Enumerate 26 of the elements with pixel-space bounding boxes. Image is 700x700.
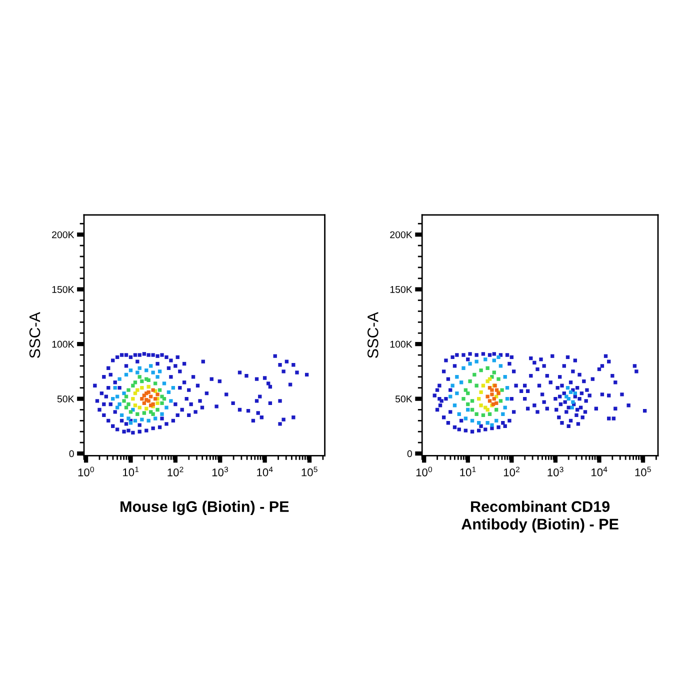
x-tick-label: 10$^{3}$ [548,466,564,476]
y-axis-title: SSC-A [29,312,40,358]
x-axis-title: Recombinant CD19 Antibody (Biotin) - PE [462,500,618,533]
x-tick-label: 10$^{1}$ [460,466,476,476]
x-tick-label: 10$^{0}$ [78,466,94,476]
x-tick-label: 10$^{4}$ [592,466,608,476]
x-axis-title: Mouse IgG (Biotin) - PE [120,500,289,516]
x-tick-label: 10$^{2}$ [168,466,184,476]
x-tick-label: 10$^{4}$ [257,466,273,476]
x-tick-label: 10$^{0}$ [416,466,432,476]
y-tick-label: 100K [390,340,412,348]
x-tick-label: 10$^{1}$ [123,466,139,476]
y-tick-label: 200K [390,231,412,238]
x-tick-label: 10$^{5}$ [635,466,651,476]
x-tick-label: 10$^{2}$ [504,466,520,476]
y-tick-label: 200K [52,231,74,238]
y-tick-label: 150K [390,286,412,293]
x-tick-label: 10$^{5}$ [302,466,318,476]
y-tick-label: 50K [57,396,74,402]
x-tick-label: 10$^{3}$ [212,466,228,476]
y-axis-title: SSC-A [368,312,378,358]
y-tick-label: 0 [407,450,412,458]
y-tick-label: 50K [395,396,412,402]
y-tick-label: 150K [52,286,74,293]
y-tick-label: 100K [52,340,74,348]
y-tick-label: 0 [69,450,74,458]
